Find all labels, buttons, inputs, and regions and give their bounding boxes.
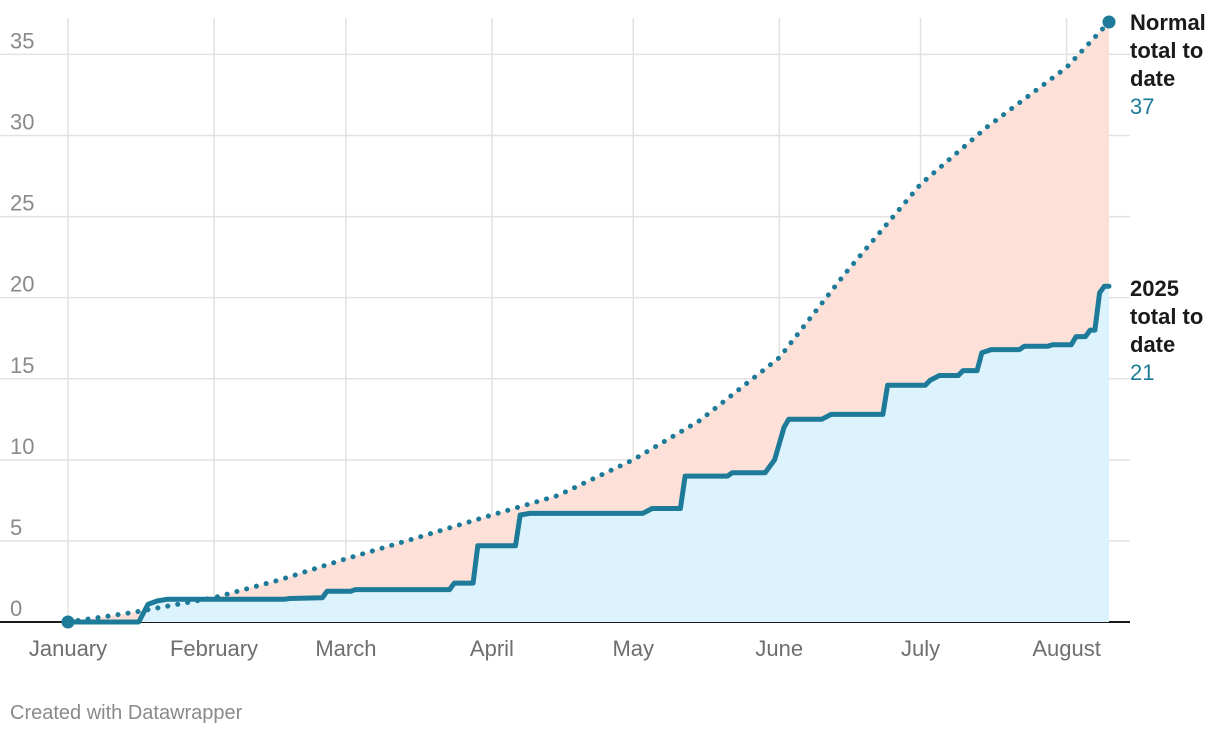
y-tick-label: 25 <box>10 191 34 216</box>
actual-label-line: total to <box>1130 304 1203 329</box>
x-tick-label: February <box>170 636 258 661</box>
x-tick-label: July <box>901 636 940 661</box>
normal-label-line: Normal <box>1130 10 1206 35</box>
x-axis-ticks: January February March April May June July Augu… <box>29 636 1101 661</box>
y-tick-label: 15 <box>10 353 34 378</box>
normal-total-line <box>65 19 1112 625</box>
actual-label-line: 2025 <box>1130 276 1179 301</box>
y-tick-label: 5 <box>10 515 22 540</box>
area-actual-fill <box>68 286 1109 622</box>
y-tick-label: 30 <box>10 110 34 135</box>
credit-text: Created with Datawrapper <box>10 702 243 724</box>
y-tick-label: 0 <box>10 596 22 621</box>
series-lines <box>61 15 1116 629</box>
y-tick-label: 20 <box>10 272 34 297</box>
y-tick-label: 10 <box>10 434 34 459</box>
actual-total-line <box>65 283 1112 625</box>
y-tick-label: 35 <box>10 28 34 53</box>
area-fills <box>68 22 1109 622</box>
x-tick-label: June <box>755 636 803 661</box>
series-end-labels: Normal total to date 37 2025 total to date 21 <box>1130 10 1206 385</box>
x-tick-label: May <box>612 636 654 661</box>
x-tick-label: January <box>29 636 107 661</box>
normal-label-line: total to <box>1130 38 1203 63</box>
actual-label-value: 21 <box>1130 360 1154 385</box>
normal-end-point <box>1102 15 1116 29</box>
x-tick-label: August <box>1032 636 1101 661</box>
actual-label-line: date <box>1130 332 1175 357</box>
start-point <box>61 615 75 629</box>
x-tick-label: March <box>315 636 376 661</box>
y-axis-ticks: 0 5 10 15 20 25 30 35 <box>10 28 34 621</box>
normal-label-line: date <box>1130 66 1175 91</box>
normal-label-value: 37 <box>1130 94 1154 119</box>
x-tick-label: April <box>470 636 514 661</box>
